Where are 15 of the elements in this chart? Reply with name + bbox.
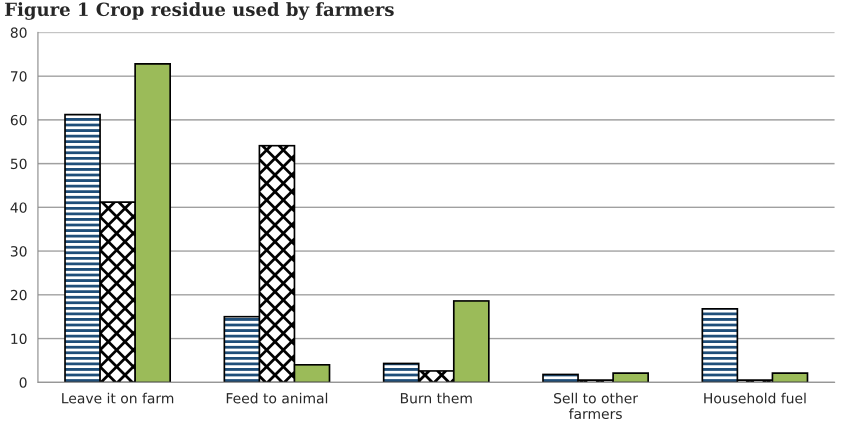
y-tick-label: 70	[10, 71, 27, 82]
y-tick-label: 80	[10, 27, 27, 38]
x-tick-label: Sell to other farmers	[554, 392, 638, 420]
x-tick-label: Leave it on farm	[62, 392, 174, 404]
y-tick-label: 60	[10, 114, 27, 126]
x-tick-label: Household fuel	[704, 392, 806, 404]
y-tick-label: 40	[10, 202, 27, 213]
y-tick-label: 30	[10, 246, 27, 257]
y-tick-label: 10	[11, 334, 27, 344]
y-tick-label: 20	[10, 290, 27, 300]
x-tick-label: Feed to animal	[226, 392, 328, 404]
chart-title: Figure 1 Crop residue used by farmers	[5, 2, 394, 20]
y-tick-label: 0	[20, 377, 27, 388]
y-tick-label: 50	[10, 158, 27, 170]
x-tick-label: Burn them	[400, 392, 472, 404]
